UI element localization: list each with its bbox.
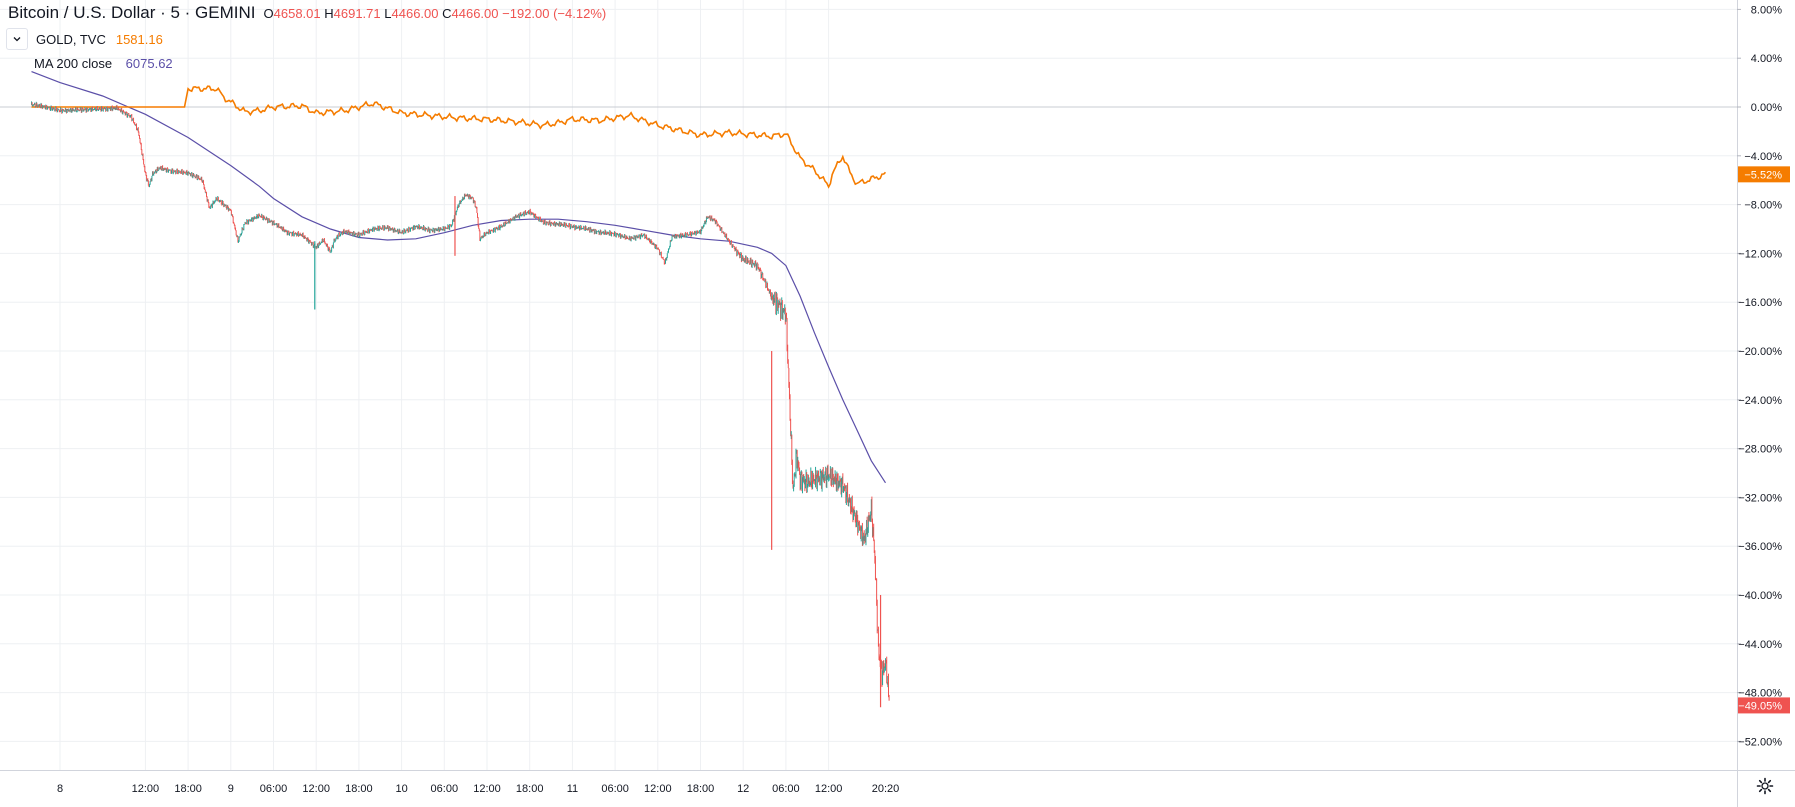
x-tick-label: 06:00 — [601, 783, 629, 795]
y-tick-label: −16.00% — [1738, 297, 1782, 309]
symbol-title[interactable]: Bitcoin / U.S. Dollar · 5 · GEMINI — [8, 3, 256, 22]
x-tick-label: 11 — [567, 783, 578, 795]
close-value: 4466.00 — [451, 6, 499, 21]
x-tick-label: 12:00 — [302, 783, 330, 795]
change-value: −192.00 (−4.12%) — [502, 6, 607, 21]
y-tick-label: −28.00% — [1738, 444, 1782, 456]
y-tick-label: −52.00% — [1738, 736, 1782, 748]
y-tick-label: −8.00% — [1744, 200, 1782, 212]
last-value-label: −49.05% — [1738, 700, 1782, 712]
low-value: 4466.00 — [391, 6, 439, 21]
x-tick-label: 12:00 — [644, 783, 672, 795]
x-tick-label: 06:00 — [260, 783, 288, 795]
y-tick-label: −24.00% — [1738, 395, 1782, 407]
main-series-legend: Bitcoin / U.S. Dollar · 5 · GEMINI O4658.… — [8, 3, 606, 23]
open-value: 4658.01 — [273, 6, 321, 21]
ma-indicator-name[interactable]: MA 200 close — [34, 56, 113, 71]
x-tick-label: 18:00 — [687, 783, 715, 795]
y-tick-label: −48.00% — [1738, 688, 1782, 700]
last-value-label: −5.52% — [1744, 169, 1782, 181]
gold-series-value: 1581.16 — [115, 31, 163, 47]
x-tick-label: 8 — [57, 783, 63, 795]
ohlc-values: O4658.01 H4691.71 L4466.00 C4466.00 −192… — [263, 6, 607, 21]
y-tick-label: −20.00% — [1738, 346, 1782, 358]
x-tick-label: 12:00 — [132, 783, 160, 795]
y-tick-label: −40.00% — [1738, 590, 1782, 602]
x-tick-label: 9 — [228, 783, 234, 795]
x-tick-label: 10 — [395, 783, 407, 795]
y-tick-label: −32.00% — [1738, 492, 1782, 504]
gold-series-name[interactable]: GOLD, TVC — [36, 31, 106, 47]
y-tick-label: −12.00% — [1738, 248, 1782, 260]
ma-indicator-legend: MA 200 close 6075.62 — [34, 56, 173, 71]
x-tick-label: 06:00 — [431, 783, 459, 795]
ma-indicator-value: 6075.62 — [125, 56, 173, 71]
x-tick-label: 12:00 — [473, 783, 501, 795]
gold-line[interactable] — [31, 85, 887, 189]
gear-icon — [1756, 777, 1774, 795]
gold-series-legend: GOLD, TVC 1581.16 — [6, 28, 163, 50]
x-tick-label: 12:00 — [815, 783, 843, 795]
ma-200-line[interactable] — [31, 71, 887, 484]
x-tick-label: 20:20 — [872, 783, 900, 795]
last-value-badge — [1738, 697, 1790, 714]
collapse-legend-button[interactable] — [6, 28, 28, 50]
y-tick-label: 4.00% — [1751, 53, 1782, 65]
last-value-badge — [1738, 166, 1790, 183]
y-tick-label: −4.00% — [1744, 151, 1782, 163]
x-tick-label: 18:00 — [516, 783, 544, 795]
x-tick-label: 18:00 — [174, 783, 202, 795]
x-tick-label: 12 — [737, 783, 749, 795]
y-tick-label: −36.00% — [1738, 541, 1782, 553]
chart-settings-button[interactable] — [1752, 773, 1778, 799]
high-value: 4691.71 — [333, 6, 381, 21]
y-tick-label: 8.00% — [1751, 4, 1782, 16]
x-tick-label: 18:00 — [345, 783, 373, 795]
y-tick-label: −44.00% — [1738, 639, 1782, 651]
y-tick-label: 0.00% — [1751, 102, 1782, 114]
x-tick-label: 06:00 — [772, 783, 800, 795]
chevron-down-icon — [13, 37, 21, 42]
